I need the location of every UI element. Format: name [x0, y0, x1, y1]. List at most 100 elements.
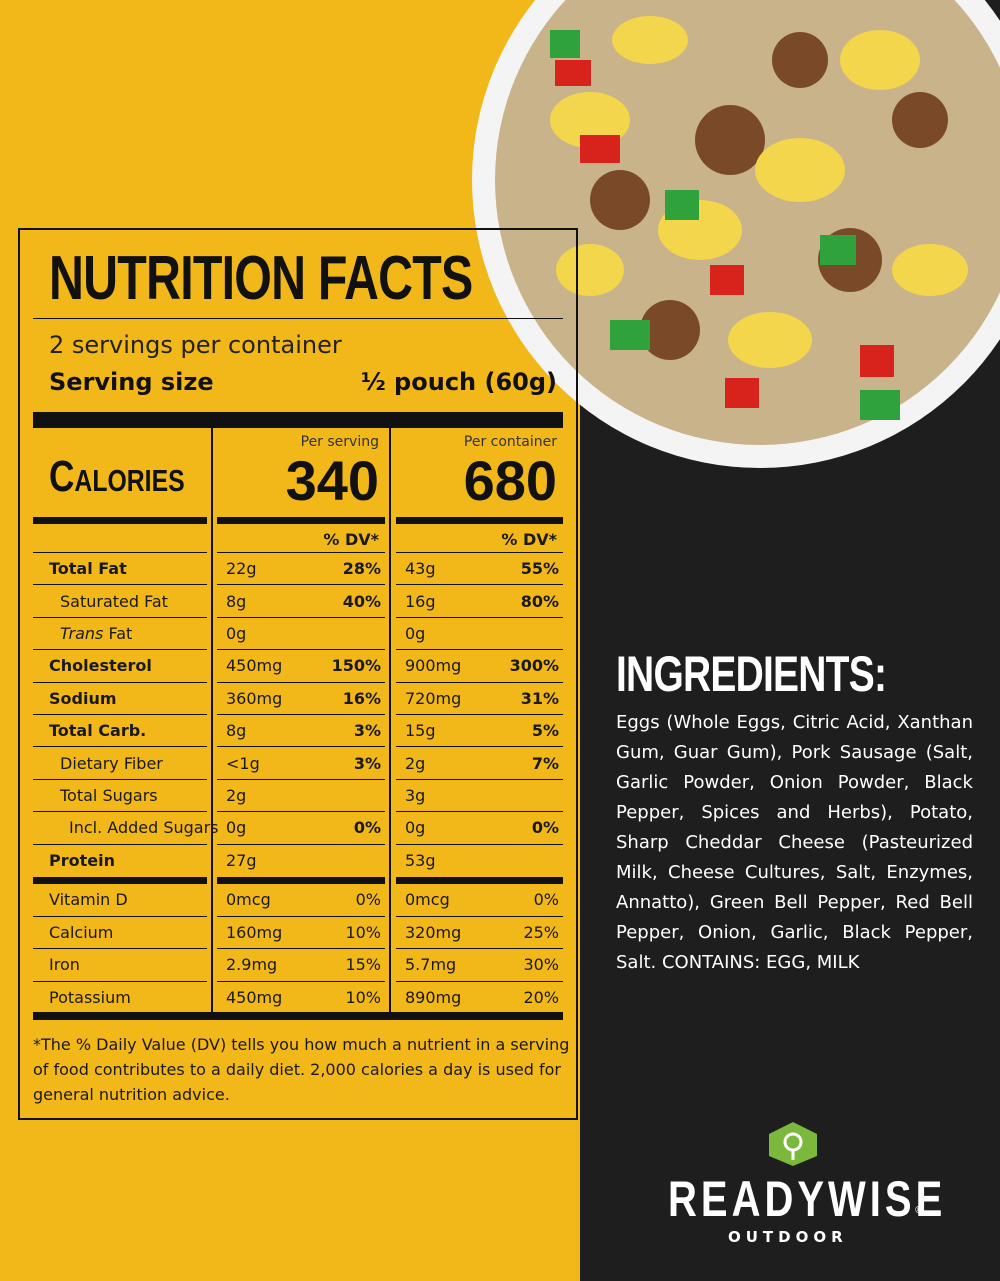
row-name-text: Dietary Fiber	[60, 753, 163, 773]
dv: 5%	[531, 721, 559, 741]
rule	[33, 552, 207, 553]
row-name: Iron	[49, 955, 80, 975]
brand-registered: ®	[914, 1205, 924, 1216]
row-name-text: Vitamin D	[49, 890, 128, 910]
brand-logo	[769, 1122, 817, 1166]
row-name: Protein	[49, 851, 115, 871]
calories-value: 680	[463, 449, 557, 512]
amount: <1g	[226, 753, 260, 773]
row-name-text: Cholesterol	[49, 656, 152, 676]
rule	[217, 616, 385, 618]
rule	[217, 948, 385, 949]
amount: 0g	[405, 818, 426, 838]
rule	[33, 616, 207, 618]
row-name: Total Carb.	[49, 721, 146, 741]
food-image	[472, 0, 1000, 468]
row-name-text: Incl. Added Sugars	[69, 818, 219, 838]
rule	[33, 746, 207, 748]
rule	[33, 778, 207, 780]
calories-value: 340	[285, 449, 379, 512]
row-name: Trans Fat	[60, 624, 132, 644]
row-name-text: Total Sugars	[60, 786, 158, 805]
rule	[217, 811, 385, 813]
divider	[211, 428, 213, 1012]
amount: 27g	[226, 850, 257, 870]
rule	[396, 714, 563, 715]
rule	[396, 681, 563, 683]
row-name-text: Saturated Fat	[60, 591, 168, 611]
row-name: Calcium	[49, 923, 113, 943]
dv: 7%	[531, 753, 559, 773]
amount: 53g	[405, 850, 436, 870]
dv: 10%	[345, 987, 381, 1007]
rule	[396, 746, 563, 748]
row-name: Incl. Added Sugars	[69, 818, 219, 838]
row-name-text: Protein	[49, 850, 115, 870]
servings: 2 servings per container	[49, 331, 342, 359]
dv: 40%	[342, 591, 381, 611]
divider	[389, 428, 391, 1012]
rule	[33, 915, 207, 917]
brand-sub: OUTDOOR	[728, 1228, 848, 1246]
row-name-text: Total Carb.	[49, 721, 147, 741]
amount: 8g	[226, 721, 247, 741]
amount: 3g	[405, 786, 426, 805]
dv: 300%	[509, 656, 559, 676]
row-name: Dietary Fiber	[60, 754, 163, 774]
amount: 15g	[405, 721, 436, 741]
dv: 20%	[523, 987, 559, 1007]
amount: 5.7mg	[405, 955, 457, 975]
amount: 890mg	[405, 987, 462, 1007]
row-name-text: Total Fat	[49, 559, 127, 579]
dv: 25%	[523, 922, 559, 942]
column-heading: Per container	[463, 434, 557, 450]
rule	[396, 980, 563, 982]
amount: 0mcg	[405, 890, 450, 910]
rule	[217, 746, 385, 748]
label-box	[18, 228, 578, 1120]
label-title: NUTRITION FACTS	[49, 244, 473, 313]
row-name: Total Sugars	[60, 786, 158, 806]
rule	[33, 948, 207, 949]
row-name-text: Sodium	[49, 688, 117, 708]
row-name-text: Potassium	[49, 987, 131, 1007]
dv: 55%	[520, 559, 559, 579]
dv: 80%	[520, 591, 559, 611]
rule	[217, 681, 385, 683]
row-name-italic: Trans	[60, 624, 104, 643]
dv: 28%	[342, 559, 381, 579]
dv: 0%	[531, 818, 559, 838]
dv: 0%	[355, 890, 381, 910]
rule	[217, 584, 385, 586]
thick-rule	[396, 517, 563, 524]
amount: 0g	[226, 818, 247, 838]
rule	[33, 681, 207, 683]
column-heading: Per serving	[300, 434, 379, 450]
amount: 8g	[226, 591, 247, 611]
rule	[33, 649, 207, 651]
rule	[217, 915, 385, 917]
dv: 16%	[342, 688, 381, 708]
row-name: Total Fat	[49, 559, 127, 579]
rule	[396, 649, 563, 651]
dv: 3%	[353, 753, 381, 773]
rule	[217, 843, 385, 845]
serving-size-label: Serving size	[49, 368, 214, 396]
thick-rule	[217, 517, 385, 524]
dv: 150%	[331, 656, 381, 676]
rule	[33, 843, 207, 845]
amount: 320mg	[405, 922, 462, 942]
calories-label: Calories	[49, 452, 185, 501]
rule	[396, 552, 563, 553]
rule	[396, 915, 563, 917]
rule	[33, 811, 207, 813]
rule	[217, 649, 385, 651]
amount: 720mg	[405, 688, 462, 708]
rule	[217, 778, 385, 780]
rule	[217, 552, 385, 553]
rule	[33, 584, 207, 586]
ingredients-title: INGREDIENTS:	[616, 646, 887, 702]
thick-rule	[33, 877, 207, 884]
rule	[33, 318, 563, 319]
